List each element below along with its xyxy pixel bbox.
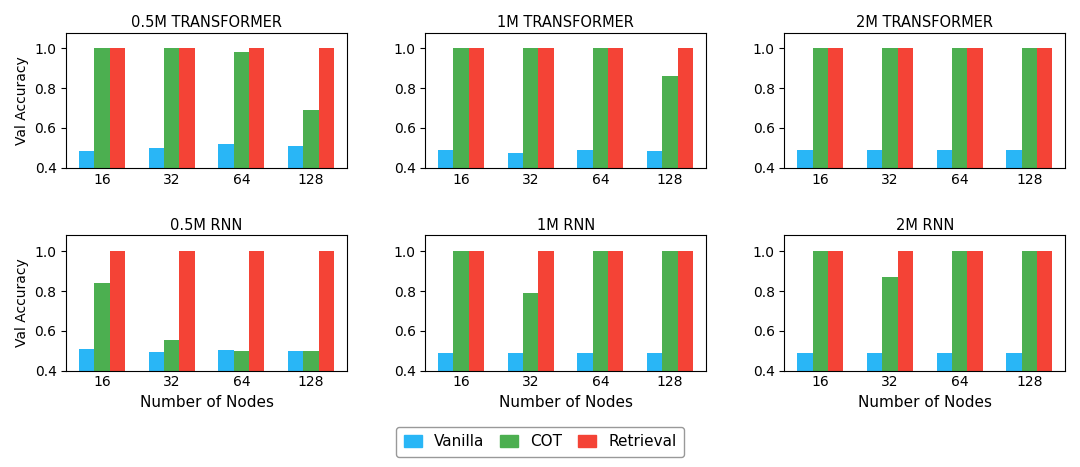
Y-axis label: Val Accuracy: Val Accuracy (15, 259, 29, 347)
Bar (110, 251, 125, 450)
Bar (454, 49, 469, 248)
Bar (539, 49, 554, 248)
Bar (1037, 49, 1052, 248)
Title: 0.5M TRANSFORMER: 0.5M TRANSFORMER (131, 15, 282, 30)
Bar (249, 251, 265, 450)
Bar (508, 153, 523, 248)
Bar (523, 49, 539, 248)
Bar (218, 144, 233, 248)
Bar (1037, 251, 1052, 450)
Bar (936, 353, 951, 450)
Bar (936, 150, 951, 248)
Bar (179, 49, 194, 248)
Bar (469, 251, 484, 450)
Y-axis label: Val Accuracy: Val Accuracy (15, 56, 29, 144)
Bar (812, 251, 828, 450)
Bar (539, 251, 554, 450)
Bar (662, 251, 678, 450)
Bar (882, 277, 897, 450)
Bar (608, 251, 623, 450)
Bar (508, 353, 523, 450)
Bar (608, 49, 623, 248)
X-axis label: Number of Nodes: Number of Nodes (858, 395, 991, 410)
Bar (897, 251, 913, 450)
Bar (578, 150, 593, 248)
Bar (164, 49, 179, 248)
Legend: Vanilla, COT, Retrieval: Vanilla, COT, Retrieval (396, 427, 684, 457)
Bar (662, 76, 678, 248)
Bar (218, 350, 233, 450)
Bar (797, 150, 812, 248)
Bar (303, 351, 319, 450)
Bar (678, 251, 693, 450)
Bar (593, 49, 608, 248)
Bar (1022, 49, 1037, 248)
Bar (303, 110, 319, 248)
Bar (897, 49, 913, 248)
Title: 2M TRANSFORMER: 2M TRANSFORMER (856, 15, 994, 30)
X-axis label: Number of Nodes: Number of Nodes (139, 395, 273, 410)
Bar (951, 49, 968, 248)
Bar (164, 340, 179, 450)
Title: 1M TRANSFORMER: 1M TRANSFORMER (497, 15, 634, 30)
Bar (469, 49, 484, 248)
Bar (578, 353, 593, 450)
Bar (438, 353, 454, 450)
Bar (288, 351, 303, 450)
Bar (319, 251, 334, 450)
Bar (288, 146, 303, 248)
Bar (1007, 150, 1022, 248)
Bar (678, 49, 693, 248)
Bar (249, 49, 265, 248)
Bar (523, 293, 539, 450)
Title: 0.5M RNN: 0.5M RNN (171, 218, 243, 233)
Title: 1M RNN: 1M RNN (537, 218, 595, 233)
Bar (94, 49, 110, 248)
Bar (1007, 353, 1022, 450)
Bar (867, 150, 882, 248)
Bar (968, 49, 983, 248)
Bar (179, 251, 194, 450)
Bar (438, 150, 454, 248)
Bar (149, 352, 164, 450)
Bar (882, 49, 897, 248)
Bar (867, 353, 882, 450)
Bar (797, 353, 812, 450)
Bar (828, 251, 843, 450)
Bar (812, 49, 828, 248)
Bar (647, 151, 662, 248)
Bar (94, 283, 110, 450)
Bar (110, 49, 125, 248)
Bar (233, 52, 249, 248)
Bar (319, 49, 334, 248)
Bar (233, 351, 249, 450)
Bar (828, 49, 843, 248)
Bar (968, 251, 983, 450)
Bar (79, 349, 94, 450)
X-axis label: Number of Nodes: Number of Nodes (499, 395, 633, 410)
Bar (1022, 251, 1037, 450)
Bar (149, 148, 164, 248)
Bar (593, 251, 608, 450)
Bar (951, 251, 968, 450)
Bar (79, 151, 94, 248)
Title: 2M RNN: 2M RNN (895, 218, 954, 233)
Bar (647, 353, 662, 450)
Bar (454, 251, 469, 450)
